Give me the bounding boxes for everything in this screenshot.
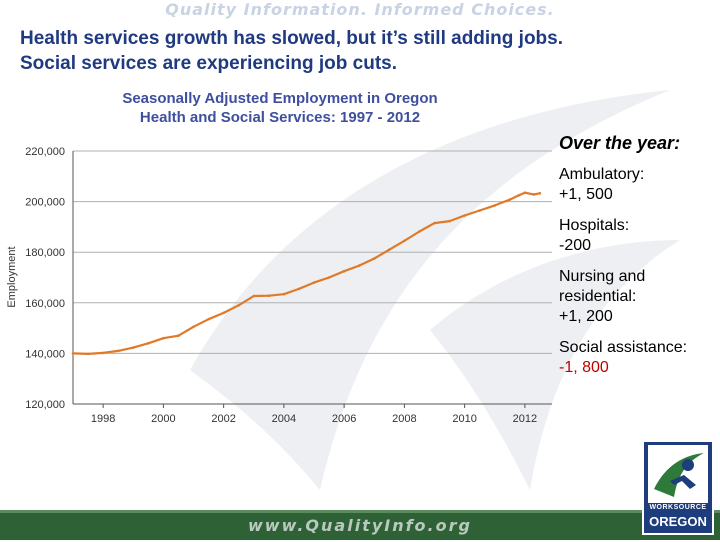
y-tick-label: 200,000	[25, 197, 65, 209]
data-point	[448, 219, 451, 223]
banner-tagline: Quality Information. Informed Choices.	[165, 0, 555, 19]
nursing-value: +1, 200	[559, 308, 613, 325]
data-point	[523, 191, 527, 194]
data-point	[177, 334, 180, 337]
chart-title: Seasonally Adjusted Employment in Oregon…	[60, 89, 500, 127]
data-point	[517, 194, 521, 197]
footer-stripe	[0, 510, 720, 513]
data-point	[342, 269, 346, 273]
data-point	[297, 287, 301, 291]
data-point	[222, 311, 225, 315]
y-axis-label: Employment	[6, 246, 18, 307]
data-point	[312, 281, 316, 284]
series-layer	[71, 191, 542, 356]
data-point	[403, 239, 406, 243]
x-tick-label: 2008	[392, 413, 416, 425]
headline: Health services growth has slowed, but i…	[20, 26, 720, 76]
x-tick-label: 2010	[452, 413, 476, 425]
nursing-stat: Nursing and residential: +1, 200	[559, 267, 720, 327]
logo-emblem	[648, 445, 708, 503]
data-point	[388, 248, 391, 251]
over-the-year-panel: Over the year: Ambulatory: +1, 500 Hospi…	[559, 133, 720, 389]
data-point	[207, 317, 210, 321]
data-point	[418, 230, 421, 233]
data-point	[252, 294, 256, 298]
data-point	[508, 198, 512, 201]
data-point	[162, 336, 165, 340]
data-point	[86, 352, 90, 356]
data-point	[532, 193, 536, 196]
footer-url: www.QualityInfo.org	[248, 516, 472, 535]
data-point	[116, 349, 120, 353]
x-tick-label: 2012	[513, 413, 537, 425]
logo-oregon-text: OREGON	[649, 514, 707, 529]
x-tick-label: 2004	[272, 413, 296, 425]
y-tick-label: 160,000	[25, 298, 65, 310]
data-point	[493, 204, 497, 207]
data-point	[192, 325, 195, 329]
worksource-oregon-logo: WORKSOURCE OREGON	[642, 440, 714, 535]
headline-line1: Health services growth has slowed, but i…	[20, 28, 564, 49]
data-point	[147, 342, 150, 345]
y-tick-label: 140,000	[25, 348, 65, 360]
ambulatory-stat: Ambulatory: +1, 500	[559, 165, 720, 205]
hospitals-label: Hospitals:	[559, 217, 630, 234]
grid-lines	[73, 150, 552, 405]
data-point	[373, 257, 376, 260]
employment-line-chart: 220,000 200,000 180,000 160,000 140,000 120,0…	[6, 146, 552, 425]
x-tick-label: 2002	[211, 413, 235, 425]
x-tick-label: 2006	[332, 413, 356, 425]
ambulatory-value: +1, 500	[559, 186, 613, 203]
chart-title-line1: Seasonally Adjusted Employment in Oregon	[122, 90, 438, 107]
data-point	[357, 264, 361, 267]
y-tick-label: 180,000	[25, 247, 65, 259]
series-line	[72, 191, 541, 355]
top-banner: Quality Information. Informed Choices.	[0, 0, 720, 20]
data-point	[282, 292, 286, 296]
data-point	[267, 294, 271, 297]
data-point	[132, 346, 135, 349]
ambulatory-label: Ambulatory:	[559, 166, 645, 183]
y-tick-labels: 220,000 200,000 180,000 160,000 140,000 120,0…	[25, 146, 65, 411]
chart-title-line2: Health and Social Services: 1997 - 2012	[139, 109, 421, 126]
data-point	[433, 221, 436, 225]
nursing-label: Nursing and residential:	[559, 268, 646, 305]
x-tick-label: 2000	[151, 413, 175, 425]
y-tick-label: 220,000	[25, 146, 65, 158]
data-point	[538, 192, 542, 195]
sidebar-heading: Over the year:	[559, 133, 681, 153]
x-tick-label: 1998	[91, 413, 115, 425]
data-point	[327, 276, 331, 279]
data-point	[101, 351, 105, 355]
social-value: -1, 800	[559, 359, 609, 376]
logo-worksource-text: WORKSOURCE	[649, 504, 707, 511]
data-point	[463, 214, 466, 217]
social-label: Social assistance:	[559, 339, 688, 356]
data-point	[237, 304, 240, 307]
data-point	[478, 209, 482, 212]
social-assistance-stat: Social assistance: -1, 800	[559, 338, 720, 378]
data-point	[71, 352, 75, 355]
y-tick-label: 120,000	[25, 399, 65, 411]
hospitals-value: -200	[559, 237, 592, 254]
x-tick-labels: 1998 2000 2002 2004 2006 2008 2010 2012	[91, 413, 537, 425]
hospitals-stat: Hospitals: -200	[559, 216, 720, 256]
axes	[72, 151, 552, 408]
headline-line2: Social services are experiencing job cut…	[20, 53, 398, 74]
footer-band: www.QualityInfo.org	[0, 510, 720, 540]
